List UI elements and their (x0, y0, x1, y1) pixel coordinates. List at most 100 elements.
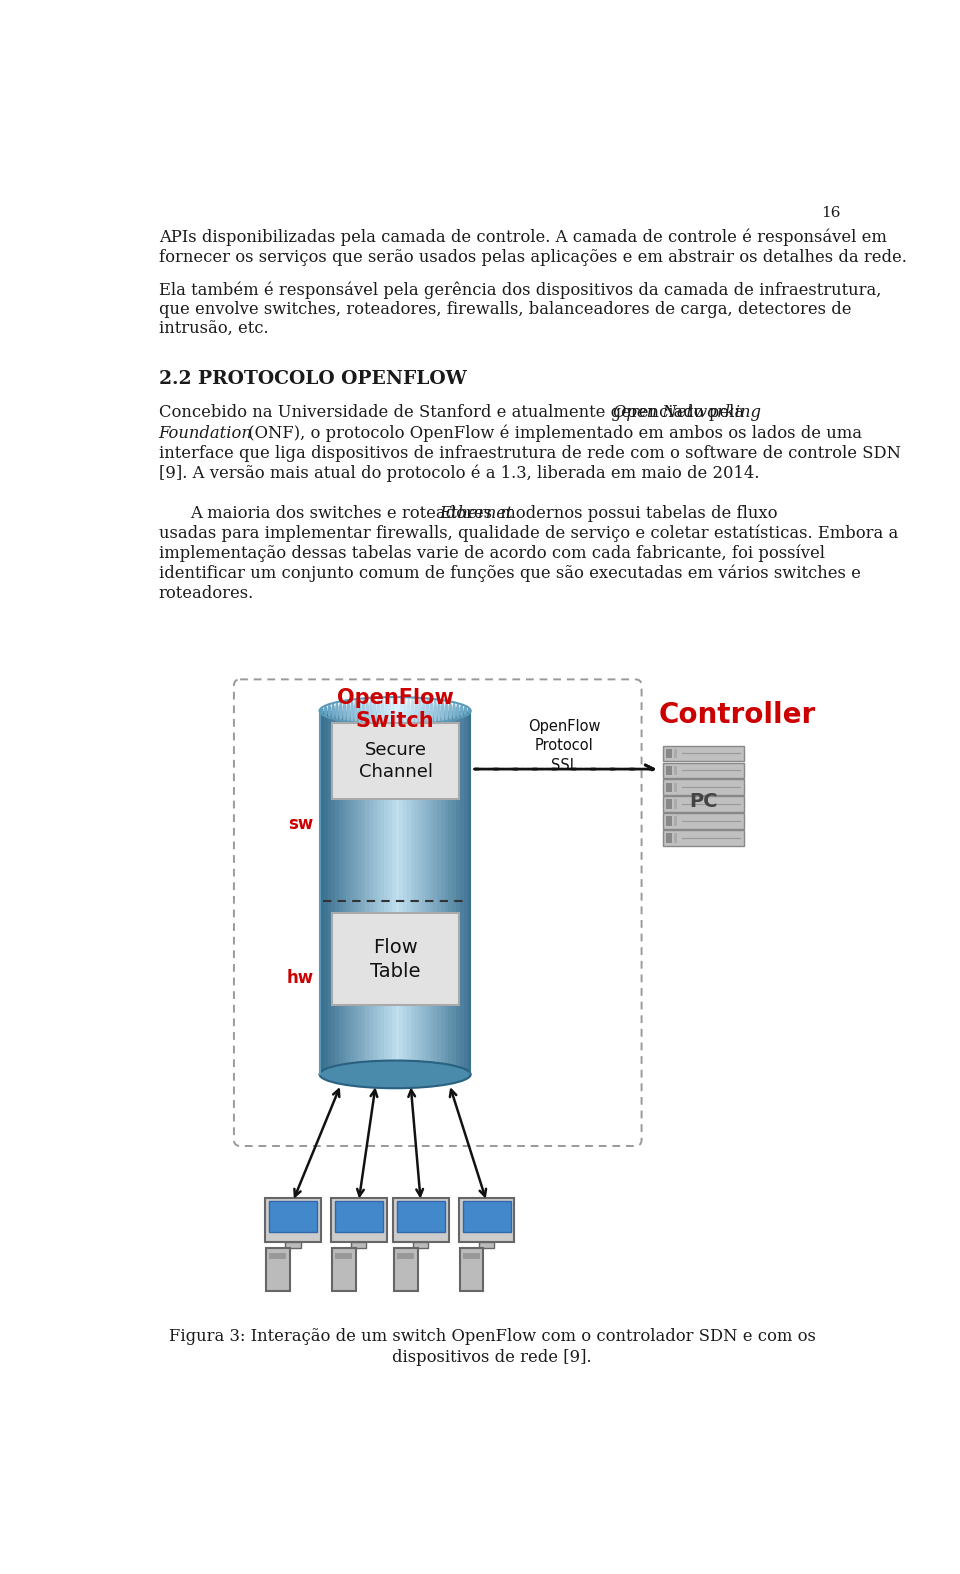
Bar (369, 711, 372, 1075)
Bar (422, 711, 425, 1075)
Ellipse shape (320, 708, 324, 715)
Ellipse shape (335, 702, 339, 719)
Bar (456, 711, 460, 1075)
Bar (413, 1242, 428, 1248)
Text: PC: PC (689, 792, 717, 811)
Ellipse shape (392, 697, 396, 724)
Bar (415, 711, 419, 1075)
Bar (662, 746, 744, 760)
Ellipse shape (452, 702, 456, 719)
Text: intrusão, etc.: intrusão, etc. (158, 321, 269, 338)
Bar (665, 817, 672, 826)
Bar (265, 1198, 321, 1242)
Ellipse shape (324, 705, 327, 716)
Ellipse shape (460, 704, 464, 718)
Ellipse shape (399, 697, 403, 724)
Ellipse shape (456, 704, 460, 719)
Ellipse shape (415, 697, 419, 724)
Ellipse shape (441, 700, 444, 722)
Bar (347, 711, 350, 1075)
Bar (433, 711, 437, 1075)
Text: roteadores.: roteadores. (158, 584, 254, 601)
Text: APIs disponibilizadas pela camada de controle. A camada de controle é responsáve: APIs disponibilizadas pela camada de con… (158, 228, 887, 247)
Bar (665, 782, 672, 792)
Text: dispositivos de rede [9].: dispositivos de rede [9]. (393, 1349, 591, 1366)
Bar (452, 711, 456, 1075)
Ellipse shape (448, 702, 452, 721)
Bar (444, 711, 448, 1075)
Bar (665, 833, 672, 842)
FancyBboxPatch shape (332, 913, 459, 1006)
Bar (335, 1253, 351, 1259)
Bar (665, 765, 672, 774)
Text: hw: hw (287, 970, 314, 987)
Text: usadas para implementar firewalls, qualidade de serviço e coletar estatísticas. : usadas para implementar firewalls, quali… (158, 524, 898, 541)
Ellipse shape (384, 697, 388, 724)
Ellipse shape (419, 697, 422, 724)
Text: A maioria dos switches e roteadores: A maioria dos switches e roteadores (190, 505, 497, 521)
Text: Controller: Controller (659, 700, 816, 729)
Ellipse shape (372, 697, 376, 724)
Bar (464, 711, 468, 1075)
Bar (419, 711, 422, 1075)
Text: Open Networking: Open Networking (612, 405, 761, 422)
Bar (354, 711, 358, 1075)
Text: interface que liga dispositivos de infraestrutura de rede com o software de cont: interface que liga dispositivos de infra… (158, 444, 900, 461)
Ellipse shape (320, 1061, 470, 1088)
Ellipse shape (376, 697, 380, 724)
Ellipse shape (422, 699, 425, 724)
Text: Secure
Channel: Secure Channel (358, 741, 433, 781)
Ellipse shape (437, 700, 441, 722)
Bar (459, 1198, 515, 1242)
Ellipse shape (362, 699, 366, 724)
Bar (662, 831, 744, 845)
Bar (674, 782, 677, 792)
Text: Flow
Table: Flow Table (371, 938, 420, 981)
Bar (407, 711, 411, 1075)
Ellipse shape (388, 697, 392, 724)
Text: 2.2 PROTOCOLO OPENFLOW: 2.2 PROTOCOLO OPENFLOW (158, 370, 467, 387)
Bar (362, 711, 366, 1075)
Bar (403, 711, 407, 1075)
Bar (324, 711, 327, 1075)
Bar (437, 711, 441, 1075)
Bar (393, 1198, 448, 1242)
Text: identificar um conjunto comum de funções que são executadas em vários switches e: identificar um conjunto comum de funções… (158, 565, 860, 582)
Text: modernos possui tabelas de fluxo: modernos possui tabelas de fluxo (495, 505, 778, 521)
Ellipse shape (411, 697, 415, 724)
Text: OpenFlow
Switch: OpenFlow Switch (337, 688, 453, 730)
Bar (662, 814, 744, 829)
Bar (395, 1248, 418, 1291)
Text: Foundation: Foundation (158, 425, 252, 441)
Bar (332, 1248, 355, 1291)
Text: que envolve switches, roteadores, firewalls, balanceadores de carga, detectores : que envolve switches, roteadores, firewa… (158, 301, 852, 318)
Ellipse shape (444, 700, 448, 721)
Ellipse shape (339, 702, 343, 721)
Text: implementação dessas tabelas varie de acordo com cada fabricante, foi possível: implementação dessas tabelas varie de ac… (158, 545, 825, 562)
Ellipse shape (331, 704, 335, 719)
Bar (331, 1198, 387, 1242)
Bar (380, 711, 384, 1075)
Bar (269, 1201, 317, 1232)
Bar (331, 711, 335, 1075)
Bar (399, 711, 403, 1075)
Bar (662, 762, 744, 778)
Bar (674, 749, 677, 759)
Ellipse shape (396, 697, 399, 724)
Bar (468, 711, 471, 1075)
Bar (448, 711, 452, 1075)
Text: Concebido na Universidade de Stanford e atualmente gerenciado pela: Concebido na Universidade de Stanford e … (158, 405, 749, 422)
Bar (358, 711, 362, 1075)
Bar (267, 1248, 290, 1291)
Bar (350, 711, 354, 1075)
Text: (ONF), o protocolo OpenFlow é implementado em ambos os lados de uma: (ONF), o protocolo OpenFlow é implementa… (243, 425, 862, 442)
Ellipse shape (350, 699, 354, 722)
Bar (376, 711, 380, 1075)
Bar (384, 711, 388, 1075)
Bar (662, 796, 744, 812)
Bar (460, 711, 464, 1075)
Bar (327, 711, 331, 1075)
Bar (396, 1201, 444, 1232)
Bar (463, 1201, 511, 1232)
Ellipse shape (464, 705, 468, 716)
